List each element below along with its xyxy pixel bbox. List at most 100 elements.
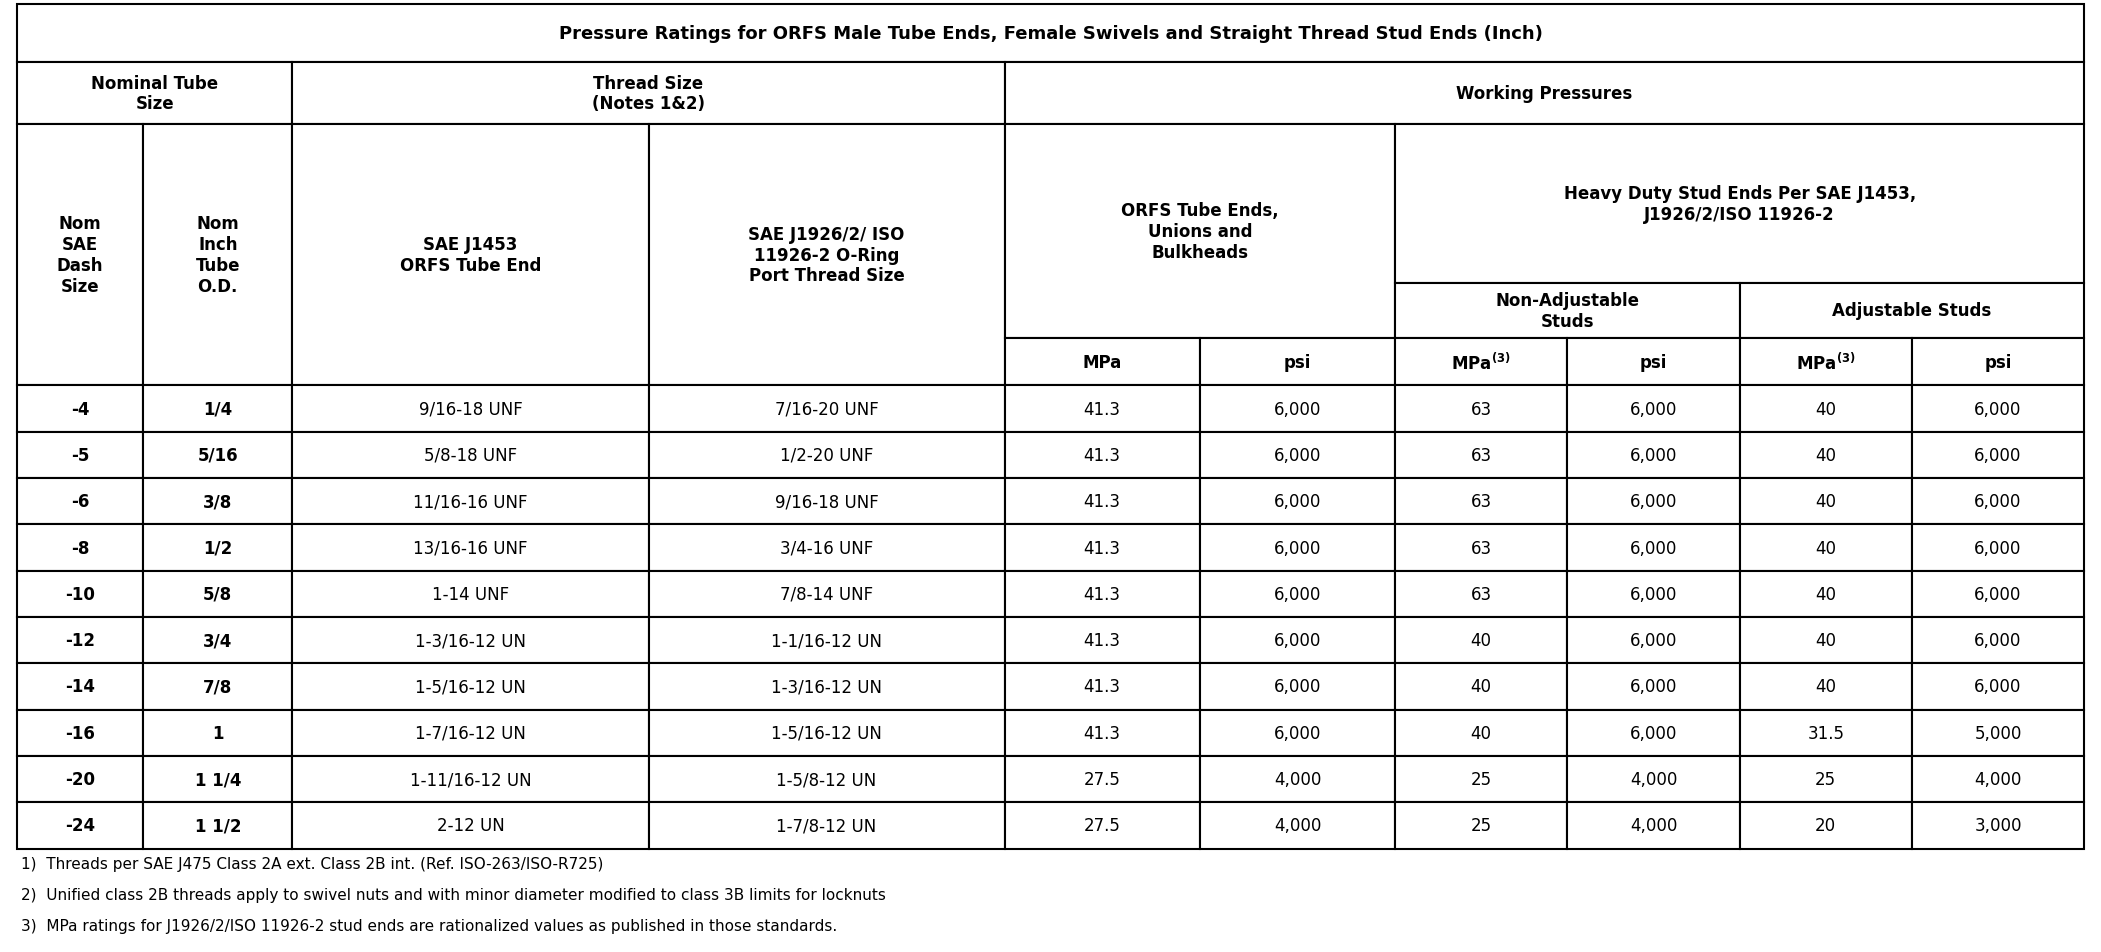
- Text: 3/4-16 UNF: 3/4-16 UNF: [779, 539, 874, 557]
- Text: 40: 40: [1471, 631, 1492, 649]
- Text: 1-3/16-12 UN: 1-3/16-12 UN: [416, 631, 525, 649]
- Text: 4,000: 4,000: [1273, 770, 1322, 788]
- Text: 41.3: 41.3: [1084, 493, 1120, 510]
- Bar: [292, 756, 649, 803]
- Text: 1-3/16-12 UN: 1-3/16-12 UN: [771, 678, 882, 696]
- Text: -4: -4: [71, 400, 88, 418]
- Text: 6,000: 6,000: [1630, 631, 1677, 649]
- Bar: [1395, 618, 1567, 664]
- Text: 63: 63: [1471, 446, 1492, 465]
- Bar: [649, 710, 1004, 756]
- Bar: [1740, 432, 1912, 479]
- Bar: [1200, 432, 1395, 479]
- Bar: [292, 571, 649, 618]
- Text: 25: 25: [1815, 770, 1836, 788]
- Bar: [1004, 387, 1200, 432]
- Bar: [17, 618, 143, 664]
- Bar: [1200, 571, 1395, 618]
- Bar: [1740, 284, 2084, 339]
- Text: 6,000: 6,000: [1273, 539, 1322, 557]
- Text: 11/16-16 UNF: 11/16-16 UNF: [414, 493, 527, 510]
- Bar: [1004, 432, 1200, 479]
- Text: 2-12 UN: 2-12 UN: [437, 817, 504, 835]
- Text: 6,000: 6,000: [1630, 400, 1677, 418]
- Text: 7/8: 7/8: [204, 678, 233, 696]
- Bar: [1395, 432, 1567, 479]
- Text: -14: -14: [65, 678, 95, 696]
- Bar: [1567, 479, 1740, 525]
- Bar: [1004, 339, 1200, 387]
- Text: 25: 25: [1471, 817, 1492, 835]
- Text: 6,000: 6,000: [1975, 631, 2021, 649]
- Text: 27.5: 27.5: [1084, 817, 1120, 835]
- Bar: [17, 479, 143, 525]
- Text: 9/16-18 UNF: 9/16-18 UNF: [418, 400, 523, 418]
- Text: 3)  MPa ratings for J1926/2/ISO 11926-2 stud ends are rationalized values as pub: 3) MPa ratings for J1926/2/ISO 11926-2 s…: [21, 918, 838, 933]
- Text: -12: -12: [65, 631, 95, 649]
- Bar: [1567, 664, 1740, 710]
- Text: 6,000: 6,000: [1630, 724, 1677, 742]
- Bar: [292, 125, 649, 387]
- Bar: [1004, 618, 1200, 664]
- Bar: [1912, 803, 2084, 849]
- Bar: [1567, 525, 1740, 571]
- Bar: [1567, 618, 1740, 664]
- Bar: [649, 618, 1004, 664]
- Bar: [1740, 479, 1912, 525]
- Bar: [1912, 571, 2084, 618]
- Text: 20: 20: [1815, 817, 1836, 835]
- Text: 6,000: 6,000: [1630, 493, 1677, 510]
- Bar: [1912, 479, 2084, 525]
- Bar: [17, 803, 143, 849]
- Bar: [1200, 803, 1395, 849]
- Text: 6,000: 6,000: [1630, 585, 1677, 604]
- Text: 41.3: 41.3: [1084, 724, 1120, 742]
- Text: 1/4: 1/4: [204, 400, 233, 418]
- Bar: [1912, 432, 2084, 479]
- Text: -10: -10: [65, 585, 95, 604]
- Text: -8: -8: [71, 539, 88, 557]
- Text: -16: -16: [65, 724, 95, 742]
- Bar: [1004, 756, 1200, 803]
- Bar: [649, 387, 1004, 432]
- Text: 40: 40: [1815, 539, 1836, 557]
- Bar: [17, 125, 143, 387]
- Text: Thread Size
(Notes 1&2): Thread Size (Notes 1&2): [592, 74, 706, 113]
- Text: 2)  Unified class 2B threads apply to swivel nuts and with minor diameter modifi: 2) Unified class 2B threads apply to swi…: [21, 887, 887, 902]
- Bar: [292, 618, 649, 664]
- Text: 3,000: 3,000: [1975, 817, 2021, 835]
- Text: 6,000: 6,000: [1975, 539, 2021, 557]
- Bar: [1004, 710, 1200, 756]
- Text: 1 1/4: 1 1/4: [195, 770, 242, 788]
- Bar: [1912, 664, 2084, 710]
- Bar: [1740, 339, 1912, 387]
- Bar: [649, 803, 1004, 849]
- Text: 1/2: 1/2: [204, 539, 233, 557]
- Bar: [1912, 756, 2084, 803]
- Bar: [292, 664, 649, 710]
- Bar: [1395, 571, 1567, 618]
- Text: 13/16-16 UNF: 13/16-16 UNF: [414, 539, 527, 557]
- Text: 5/16: 5/16: [197, 446, 237, 465]
- Bar: [1200, 479, 1395, 525]
- Text: 40: 40: [1471, 724, 1492, 742]
- Text: 1-7/8-12 UN: 1-7/8-12 UN: [777, 817, 876, 835]
- Text: 63: 63: [1471, 400, 1492, 418]
- Bar: [143, 125, 292, 387]
- Text: 4,000: 4,000: [1975, 770, 2021, 788]
- Text: 6,000: 6,000: [1975, 493, 2021, 510]
- Text: SAE J1926/2/ ISO
11926-2 O-Ring
Port Thread Size: SAE J1926/2/ ISO 11926-2 O-Ring Port Thr…: [748, 226, 906, 286]
- Bar: [292, 63, 1004, 125]
- Text: Pressure Ratings for ORFS Male Tube Ends, Female Swivels and Straight Thread Stu: Pressure Ratings for ORFS Male Tube Ends…: [559, 25, 1542, 43]
- Text: 5,000: 5,000: [1975, 724, 2021, 742]
- Bar: [1395, 387, 1567, 432]
- Bar: [1004, 571, 1200, 618]
- Bar: [292, 710, 649, 756]
- Text: 6,000: 6,000: [1273, 446, 1322, 465]
- Text: Nominal Tube
Size: Nominal Tube Size: [90, 74, 219, 113]
- Bar: [1740, 756, 1912, 803]
- Text: 6,000: 6,000: [1975, 446, 2021, 465]
- Text: 41.3: 41.3: [1084, 678, 1120, 696]
- Text: -20: -20: [65, 770, 95, 788]
- Text: 63: 63: [1471, 539, 1492, 557]
